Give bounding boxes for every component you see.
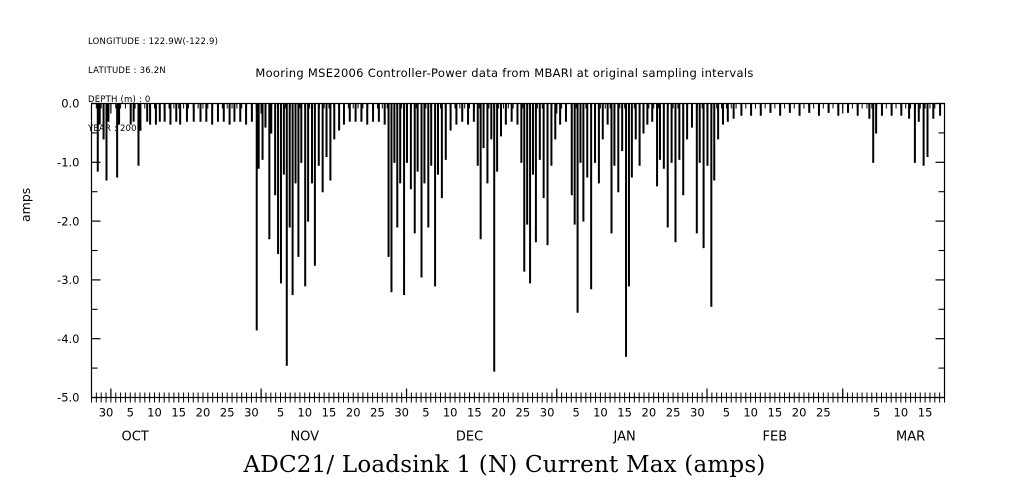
x-axis-tick-labels: 30 5 10 15 20 25 30 5 10 15 20 25 30 5 10 15 20 25 30 5 10 15…: [99, 406, 933, 420]
svg-text:15: 15: [467, 406, 482, 420]
svg-text:15: 15: [322, 406, 337, 420]
svg-text:20: 20: [491, 406, 506, 420]
svg-text:10: 10: [894, 406, 909, 420]
svg-text:30: 30: [394, 406, 409, 420]
svg-text:NOV: NOV: [290, 430, 319, 445]
svg-text:30: 30: [244, 406, 259, 420]
svg-text:25: 25: [666, 406, 681, 420]
svg-text:5: 5: [277, 406, 284, 420]
svg-text:30: 30: [540, 406, 555, 420]
svg-text:10: 10: [593, 406, 608, 420]
svg-text:5: 5: [723, 406, 730, 420]
month-labels: OCT NOV DEC JAN FEB MAR: [121, 430, 925, 445]
metadata-depth: DEPTH (m) : 0: [88, 94, 151, 105]
svg-text:5: 5: [572, 406, 579, 420]
svg-text:10: 10: [147, 406, 162, 420]
svg-text:JAN: JAN: [613, 430, 636, 445]
svg-text:20: 20: [642, 406, 657, 420]
svg-text:-3.0: -3.0: [57, 273, 79, 287]
svg-text:15: 15: [768, 406, 783, 420]
svg-text:25: 25: [816, 406, 831, 420]
x-axis-ticks: [91, 103, 945, 403]
svg-text:-1.0: -1.0: [57, 156, 79, 170]
svg-text:25: 25: [220, 406, 235, 420]
svg-text:MAR: MAR: [896, 430, 925, 445]
svg-text:FEB: FEB: [763, 430, 788, 445]
svg-text:-2.0: -2.0: [57, 214, 79, 228]
svg-text:20: 20: [346, 406, 361, 420]
svg-text:20: 20: [792, 406, 807, 420]
svg-text:25: 25: [516, 406, 531, 420]
chart-axes: [90, 102, 946, 399]
svg-text:10: 10: [443, 406, 458, 420]
y-axis-ticks: 0.0 -1.0 -2.0 -3.0 -4.0 -5.0: [57, 97, 945, 405]
svg-text:OCT: OCT: [121, 430, 148, 445]
svg-text:25: 25: [370, 406, 385, 420]
svg-text:-4.0: -4.0: [57, 332, 79, 346]
metadata-year: YEAR : 2006: [88, 123, 143, 134]
svg-text:10: 10: [743, 406, 758, 420]
svg-text:5: 5: [873, 406, 880, 420]
figure-caption: ADC21/ Loadsink 1 (N) Current Max (amps): [243, 452, 766, 478]
data-series: [91, 102, 945, 372]
svg-text:5: 5: [422, 406, 429, 420]
svg-text:0.0: 0.0: [61, 97, 79, 111]
svg-text:30: 30: [690, 406, 705, 420]
plot-title: Mooring MSE2006 Controller-Power data fr…: [255, 66, 754, 80]
svg-text:15: 15: [171, 406, 186, 420]
station-metadata: LONGITUDE : 122.9W(-122.9) LATITUDE : 36…: [88, 19, 218, 153]
svg-text:DEC: DEC: [456, 430, 483, 445]
svg-text:15: 15: [617, 406, 632, 420]
metadata-longitude: LONGITUDE : 122.9W(-122.9): [88, 37, 219, 48]
metadata-latitude: LATITUDE : 36.2N: [88, 65, 166, 76]
svg-text:15: 15: [918, 406, 933, 420]
svg-text:-5.0: -5.0: [57, 391, 79, 405]
svg-text:5: 5: [127, 406, 134, 420]
svg-text:20: 20: [196, 406, 211, 420]
svg-text:10: 10: [297, 406, 312, 420]
svg-text:30: 30: [99, 406, 114, 420]
